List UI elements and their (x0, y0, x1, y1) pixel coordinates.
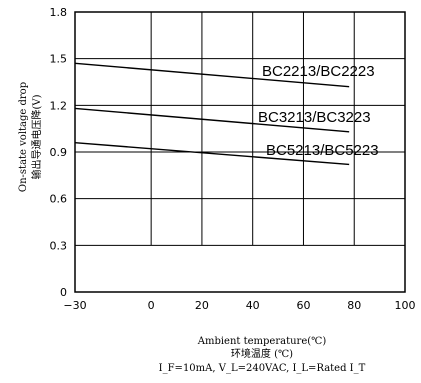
series-label: BC2213/BC2223 (262, 63, 375, 80)
series-label: BC5213/BC5223 (266, 142, 379, 159)
x-tick-label: 80 (347, 299, 361, 312)
x-tick-label: 60 (296, 299, 310, 312)
series-label: BC3213/BC3223 (258, 109, 371, 126)
series-line (74, 107, 350, 133)
y-tick-label: 0.3 (50, 239, 68, 252)
plot-frame (74, 11, 406, 293)
y-tick-label: 0.6 (50, 193, 68, 206)
y-tick-label: 0.9 (50, 146, 68, 159)
y-tick-labels: 0 0.3 0.6 0.9 1.2 1.5 1.8 (50, 6, 68, 299)
x-tick-label: 20 (195, 299, 209, 312)
x-axis-title-zh: 环境温度 (℃) (231, 347, 293, 360)
x-tick-label: −30 (63, 299, 86, 312)
y-tick-label: 1.5 (50, 53, 68, 66)
grid (75, 12, 405, 246)
series-lines (74, 62, 350, 166)
x-tick-label: 0 (148, 299, 155, 312)
x-tick-label: 40 (246, 299, 260, 312)
y-tick-label: 1.8 (50, 6, 68, 19)
y-tick-label: 1.2 (50, 99, 68, 112)
series-labels: BC2213/BC2223 BC3213/BC3223 BC5213/BC5223 (258, 63, 379, 159)
x-tick-label: 100 (395, 299, 416, 312)
series-line (74, 62, 350, 88)
test-condition: I_F=10mA, V_L=240VAC, I_L=Rated I_T (159, 363, 366, 374)
y-tick-label: 0 (60, 286, 67, 299)
x-axis-title-en: Ambient temperature(℃) (197, 336, 327, 347)
y-axis-title-en: On-state voltage drop (18, 82, 29, 192)
x-tick-labels: −30 0 20 40 60 80 100 (63, 299, 415, 312)
series-line (74, 141, 350, 166)
y-axis-title-zh: 输出导通电压降(V) (30, 94, 43, 179)
